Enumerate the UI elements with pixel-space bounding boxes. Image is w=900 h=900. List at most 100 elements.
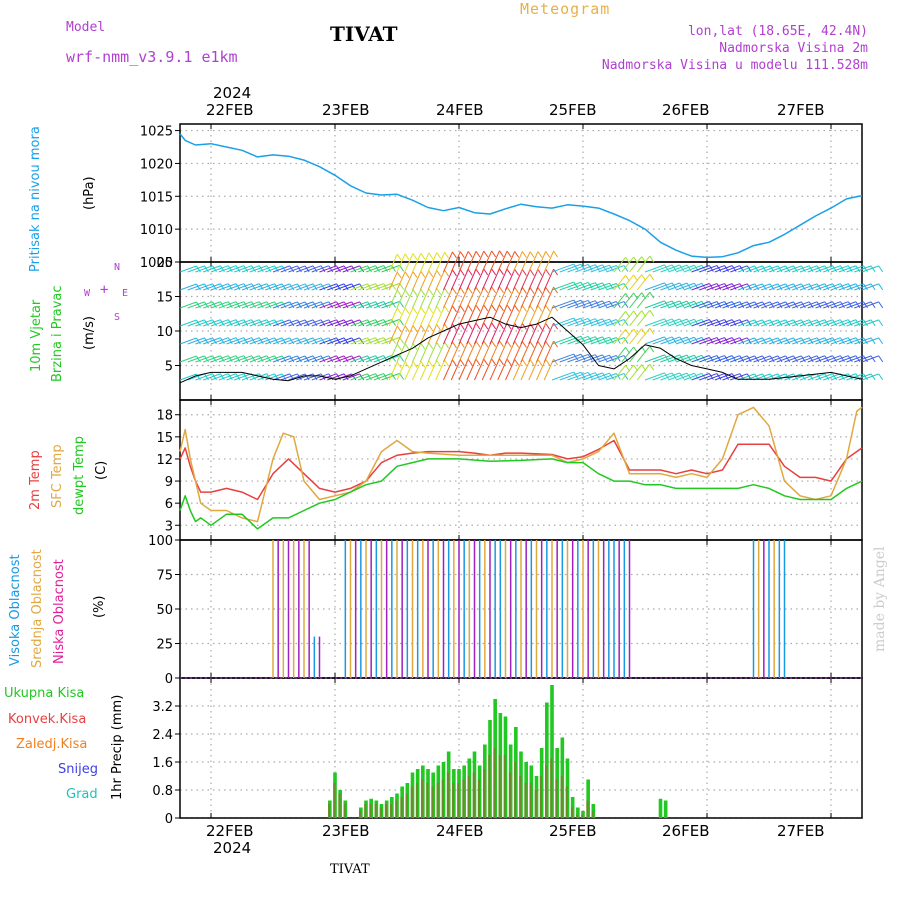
wind-barb (551, 317, 574, 327)
wind-barb-flag (679, 372, 685, 380)
wind-barb-flag (832, 301, 838, 309)
wind-barb-flag (649, 345, 655, 353)
wind-barb-flag (863, 283, 868, 291)
wind-barb-flag (452, 287, 457, 295)
wind-barb (567, 263, 589, 273)
wind-barb-flag (428, 252, 434, 260)
wind-barb (404, 253, 414, 273)
wind-barb (691, 283, 710, 291)
wind-barb-flag (522, 251, 527, 258)
wind-barb-flag (824, 319, 830, 327)
wind-barb (792, 319, 810, 327)
wind-barb (458, 305, 469, 327)
wind-barb (575, 372, 596, 381)
wind-barb (784, 301, 802, 309)
wind-barb (799, 355, 818, 363)
wind-barb-flag (483, 286, 489, 294)
ytick-label-3-3: 75 (156, 569, 173, 584)
wind-barb-flag (739, 337, 745, 344)
wind-barb (373, 265, 392, 273)
wind-barb-flag (375, 319, 380, 326)
wind-barb (296, 283, 314, 291)
wind-barb-flag (404, 289, 410, 297)
wind-barb (520, 251, 531, 273)
wind-barb (303, 283, 322, 291)
wind-barb (419, 306, 430, 327)
wind-barb (799, 301, 818, 309)
wind-barb (358, 301, 376, 309)
wind-barb-flag (383, 283, 388, 290)
wind-barb (466, 359, 477, 381)
wind-barb (807, 283, 825, 291)
wind-barb (823, 319, 841, 327)
wind-barb (613, 257, 627, 273)
wind-barb-flag (367, 373, 372, 381)
wind-barb (753, 283, 771, 291)
wind-barb (854, 265, 872, 273)
wind-barb (815, 265, 833, 273)
wind-barb-flag (785, 319, 791, 327)
wind-barb (187, 265, 205, 273)
wind-barb (722, 373, 740, 381)
wind-barb (195, 319, 213, 327)
wind-barb (334, 301, 352, 309)
wind-barb-flag (506, 250, 512, 258)
wind-barb (714, 283, 733, 291)
ytick-label-0-2: 1015 (140, 190, 173, 205)
wind-barb (606, 355, 625, 363)
wind-barb (807, 373, 825, 381)
wind-barb-flag (824, 373, 830, 381)
precip-convective-bar (565, 786, 568, 818)
wind-barb-flag (243, 355, 249, 362)
wind-barb (699, 337, 718, 345)
wind-barb-flag (227, 301, 233, 308)
wind-barb (598, 337, 617, 345)
wind-barb (272, 355, 290, 363)
wind-barb-flag (664, 354, 669, 362)
wind-barb (846, 265, 864, 273)
wind-barb-flag (623, 265, 629, 272)
wind-barb-flag (251, 319, 256, 326)
wind-barb (636, 363, 651, 381)
wind-barb-flag (383, 265, 388, 272)
wind-barb-flag (412, 307, 418, 314)
date-top-4: 26FEB (662, 101, 710, 119)
wind-barb (234, 301, 252, 309)
wind-barb (536, 323, 547, 345)
wind-barb-flag (769, 265, 775, 273)
wind-barb (846, 337, 864, 345)
wind-barb (280, 265, 298, 273)
wind-barb-flag (808, 337, 814, 345)
wind-barb-flag (716, 319, 722, 326)
wind-barb (699, 319, 718, 327)
wind-barb-flag (777, 355, 783, 363)
wind-barb-flag (553, 322, 559, 330)
wind-barb-flag (475, 304, 481, 312)
wind-barb (257, 283, 275, 291)
wind-barb (388, 289, 398, 309)
wind-barb (512, 269, 523, 291)
wind-barb-flag (444, 269, 450, 277)
wind-barb-flag (491, 304, 497, 312)
wind-barb (257, 319, 275, 327)
wind-barb-flag (281, 265, 287, 273)
wind-barb-flag (452, 251, 457, 259)
wind-barb-flag (594, 282, 600, 289)
wind-barb (497, 358, 508, 381)
wind-barb (520, 287, 531, 309)
wind-barb (543, 322, 555, 345)
wind-barb-flag (404, 253, 410, 261)
wind-barb (668, 264, 688, 273)
date-bottom-1: 23FEB (322, 822, 370, 840)
wind-barb (419, 324, 430, 345)
ytick-label-1-2: 15 (156, 291, 173, 306)
wind-barb (644, 372, 665, 381)
wind-barb (582, 264, 603, 273)
wind-barb-flag (289, 319, 295, 327)
wind-barb (466, 323, 477, 345)
wind-barb-flag (399, 265, 405, 272)
wind-barb-flag (679, 282, 685, 290)
wind-barb (636, 309, 651, 327)
wind-barb (784, 319, 802, 327)
wind-barb (745, 265, 763, 273)
